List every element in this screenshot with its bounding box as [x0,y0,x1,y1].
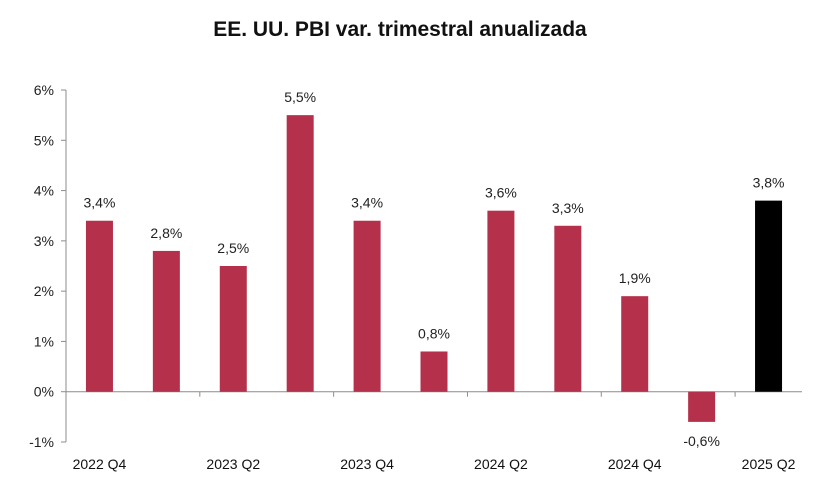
y-tick-label: 1% [34,333,54,349]
bar-2023-q2 [219,266,247,392]
data-label: 3,3% [552,200,584,216]
y-tick-label: 3% [34,233,54,249]
data-label: 2,5% [217,240,249,256]
data-label: 1,9% [619,270,651,286]
y-tick-label: 0% [34,384,54,400]
data-label: 3,6% [485,185,517,201]
data-label: 0,8% [418,325,450,341]
y-tick-label: -1% [29,434,54,450]
x-category-label: 2023 Q2 [206,456,260,472]
y-tick-label: 6% [34,82,54,98]
y-tick-label: 4% [34,183,54,199]
chart-title: EE. UU. PBI var. trimestral anualizada [213,18,587,41]
bar-2023-q3 [286,115,314,392]
data-label: 3,4% [351,195,383,211]
data-label: 3,4% [83,195,115,211]
bar-2023-q1 [152,250,180,392]
data-label: 3,8% [753,175,785,191]
x-category-label: 2024 Q2 [474,456,528,472]
bar-2024-q4 [621,296,649,392]
bar-2025-q2 [755,200,783,392]
x-category-label: 2023 Q4 [340,456,394,472]
data-label: -0,6% [683,433,720,449]
bar-2022-q4 [85,220,113,392]
bar-2023-q4 [353,220,381,392]
data-label: 2,8% [150,225,182,241]
x-category-label: 2025 Q2 [742,456,796,472]
data-label: 5,5% [284,89,316,105]
bar-2024-q2 [487,210,515,392]
bar-2024-q3 [554,225,582,392]
x-category-label: 2024 Q4 [608,456,662,472]
bar-2025-q1 [688,391,716,422]
y-tick-label: 2% [34,283,54,299]
x-category-label: 2022 Q4 [73,456,127,472]
bar-2024-q1 [420,351,448,392]
y-tick-label: 5% [34,132,54,148]
